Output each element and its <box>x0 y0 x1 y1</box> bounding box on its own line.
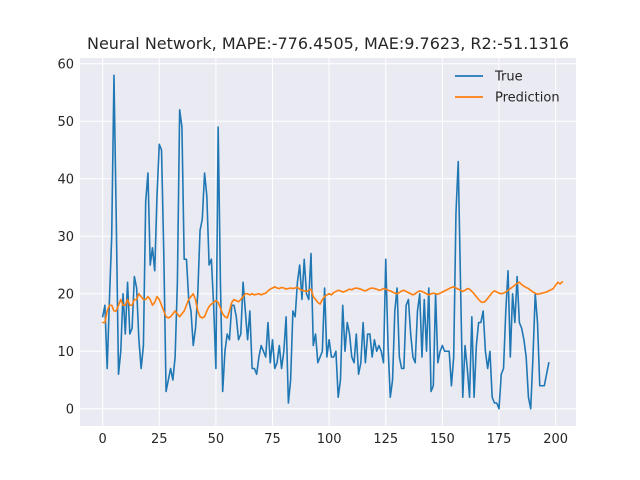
x-tick-label: 25 <box>151 432 168 447</box>
legend-label: Prediction <box>495 91 560 106</box>
x-tick-label: 0 <box>99 432 107 447</box>
x-tick-label: 175 <box>487 432 512 447</box>
y-tick-label: 0 <box>66 402 74 417</box>
x-tick-label: 50 <box>208 432 225 447</box>
chart-title: Neural Network, MAPE:-776.4505, MAE:9.76… <box>87 34 569 53</box>
x-tick-label: 100 <box>317 432 342 447</box>
y-tick-label: 10 <box>57 345 74 360</box>
y-tick-label: 40 <box>57 172 74 187</box>
x-tick-label: 75 <box>264 432 281 447</box>
x-tick-label: 150 <box>430 432 455 447</box>
plot-area <box>80 58 576 426</box>
series-group <box>101 74 564 410</box>
y-tick-label: 50 <box>57 115 74 130</box>
y-tick-label: 30 <box>57 230 74 245</box>
x-tick-label: 200 <box>543 432 568 447</box>
legend-label: True <box>494 70 523 85</box>
legend: True Prediction <box>455 70 560 106</box>
series-line-prediction <box>101 280 564 324</box>
x-tick-label: 125 <box>373 432 398 447</box>
y-tick-label: 60 <box>57 57 74 72</box>
y-tick-label: 20 <box>57 287 74 302</box>
y-axis: 0 10 20 30 40 50 60 <box>57 57 74 417</box>
x-axis: 0 25 50 75 100 125 150 175 200 <box>99 432 569 447</box>
series-line-true <box>101 74 550 410</box>
